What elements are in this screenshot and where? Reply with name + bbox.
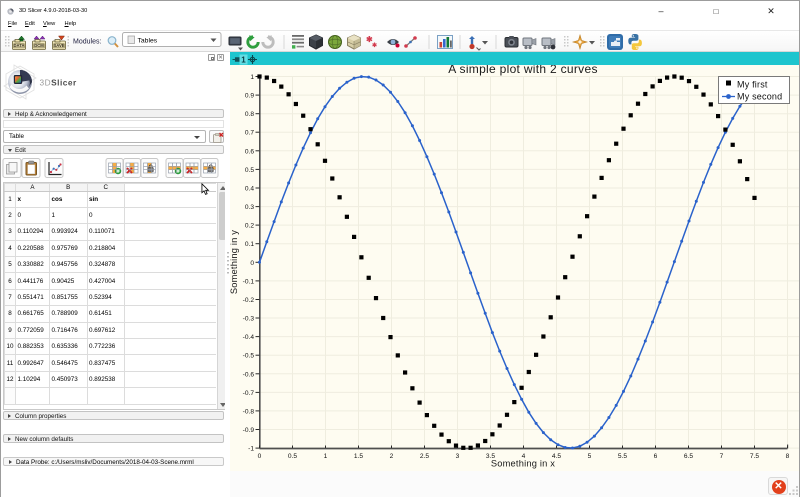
svg-text:1.5: 1.5 xyxy=(354,453,363,460)
svg-text:DATA: DATA xyxy=(13,43,24,48)
svg-text:0.8: 0.8 xyxy=(245,111,254,118)
svg-text:My second: My second xyxy=(737,92,782,102)
svg-text:-0.5: -0.5 xyxy=(243,353,255,360)
svg-text:0.2: 0.2 xyxy=(245,223,254,230)
svg-text:-0.8: -0.8 xyxy=(243,408,255,415)
svg-text:4.5: 4.5 xyxy=(552,453,561,460)
svg-text:DCM: DCM xyxy=(34,43,44,48)
svg-text:3DSlicer: 3DSlicer xyxy=(40,78,77,88)
svg-text:7.5: 7.5 xyxy=(750,453,759,460)
svg-text:0.3: 0.3 xyxy=(245,204,254,211)
svg-text:2: 2 xyxy=(390,453,394,460)
svg-text:7: 7 xyxy=(720,453,724,460)
svg-text:4: 4 xyxy=(522,453,526,460)
svg-text:Something in x: Something in x xyxy=(491,459,555,469)
svg-text:3.5: 3.5 xyxy=(486,453,495,460)
svg-text:✱: ✱ xyxy=(366,35,373,44)
svg-text:5: 5 xyxy=(588,453,592,460)
svg-text:2.5: 2.5 xyxy=(420,453,429,460)
svg-text:-1: -1 xyxy=(248,446,254,453)
svg-text:0.6: 0.6 xyxy=(245,148,254,155)
svg-text:SAVE: SAVE xyxy=(53,43,64,48)
svg-text:0.5: 0.5 xyxy=(245,167,254,174)
svg-text:My first: My first xyxy=(737,80,768,90)
svg-text:-0.7: -0.7 xyxy=(243,390,255,397)
svg-text:0.9: 0.9 xyxy=(245,93,254,100)
svg-text:0: 0 xyxy=(258,453,262,460)
svg-text:-0.3: -0.3 xyxy=(243,316,255,323)
svg-text:3: 3 xyxy=(456,453,460,460)
svg-text:Modules:: Modules: xyxy=(73,39,101,46)
svg-text:A simple plot with 2 curves: A simple plot with 2 curves xyxy=(448,62,598,76)
svg-text:0.5: 0.5 xyxy=(288,453,297,460)
svg-text:1: 1 xyxy=(250,74,254,81)
svg-text:6.5: 6.5 xyxy=(684,453,693,460)
svg-text:-0.1: -0.1 xyxy=(243,278,255,285)
svg-text:0: 0 xyxy=(250,260,254,267)
svg-text:-0.2: -0.2 xyxy=(243,297,255,304)
svg-text:0.4: 0.4 xyxy=(245,186,254,193)
svg-text:1: 1 xyxy=(241,55,246,64)
svg-text:0.1: 0.1 xyxy=(245,241,254,248)
svg-text:5.5: 5.5 xyxy=(618,453,627,460)
svg-text:6: 6 xyxy=(654,453,658,460)
svg-text:-0.6: -0.6 xyxy=(243,371,255,378)
svg-text:0.7: 0.7 xyxy=(245,130,254,137)
svg-text:8: 8 xyxy=(786,453,790,460)
svg-text:Tables: Tables xyxy=(138,38,158,45)
svg-text:-0.4: -0.4 xyxy=(243,334,255,341)
svg-text:1: 1 xyxy=(324,453,328,460)
svg-text:-0.9: -0.9 xyxy=(243,427,255,434)
svg-text:✱: ✱ xyxy=(372,42,377,49)
svg-text:Something in y: Something in y xyxy=(230,230,239,294)
